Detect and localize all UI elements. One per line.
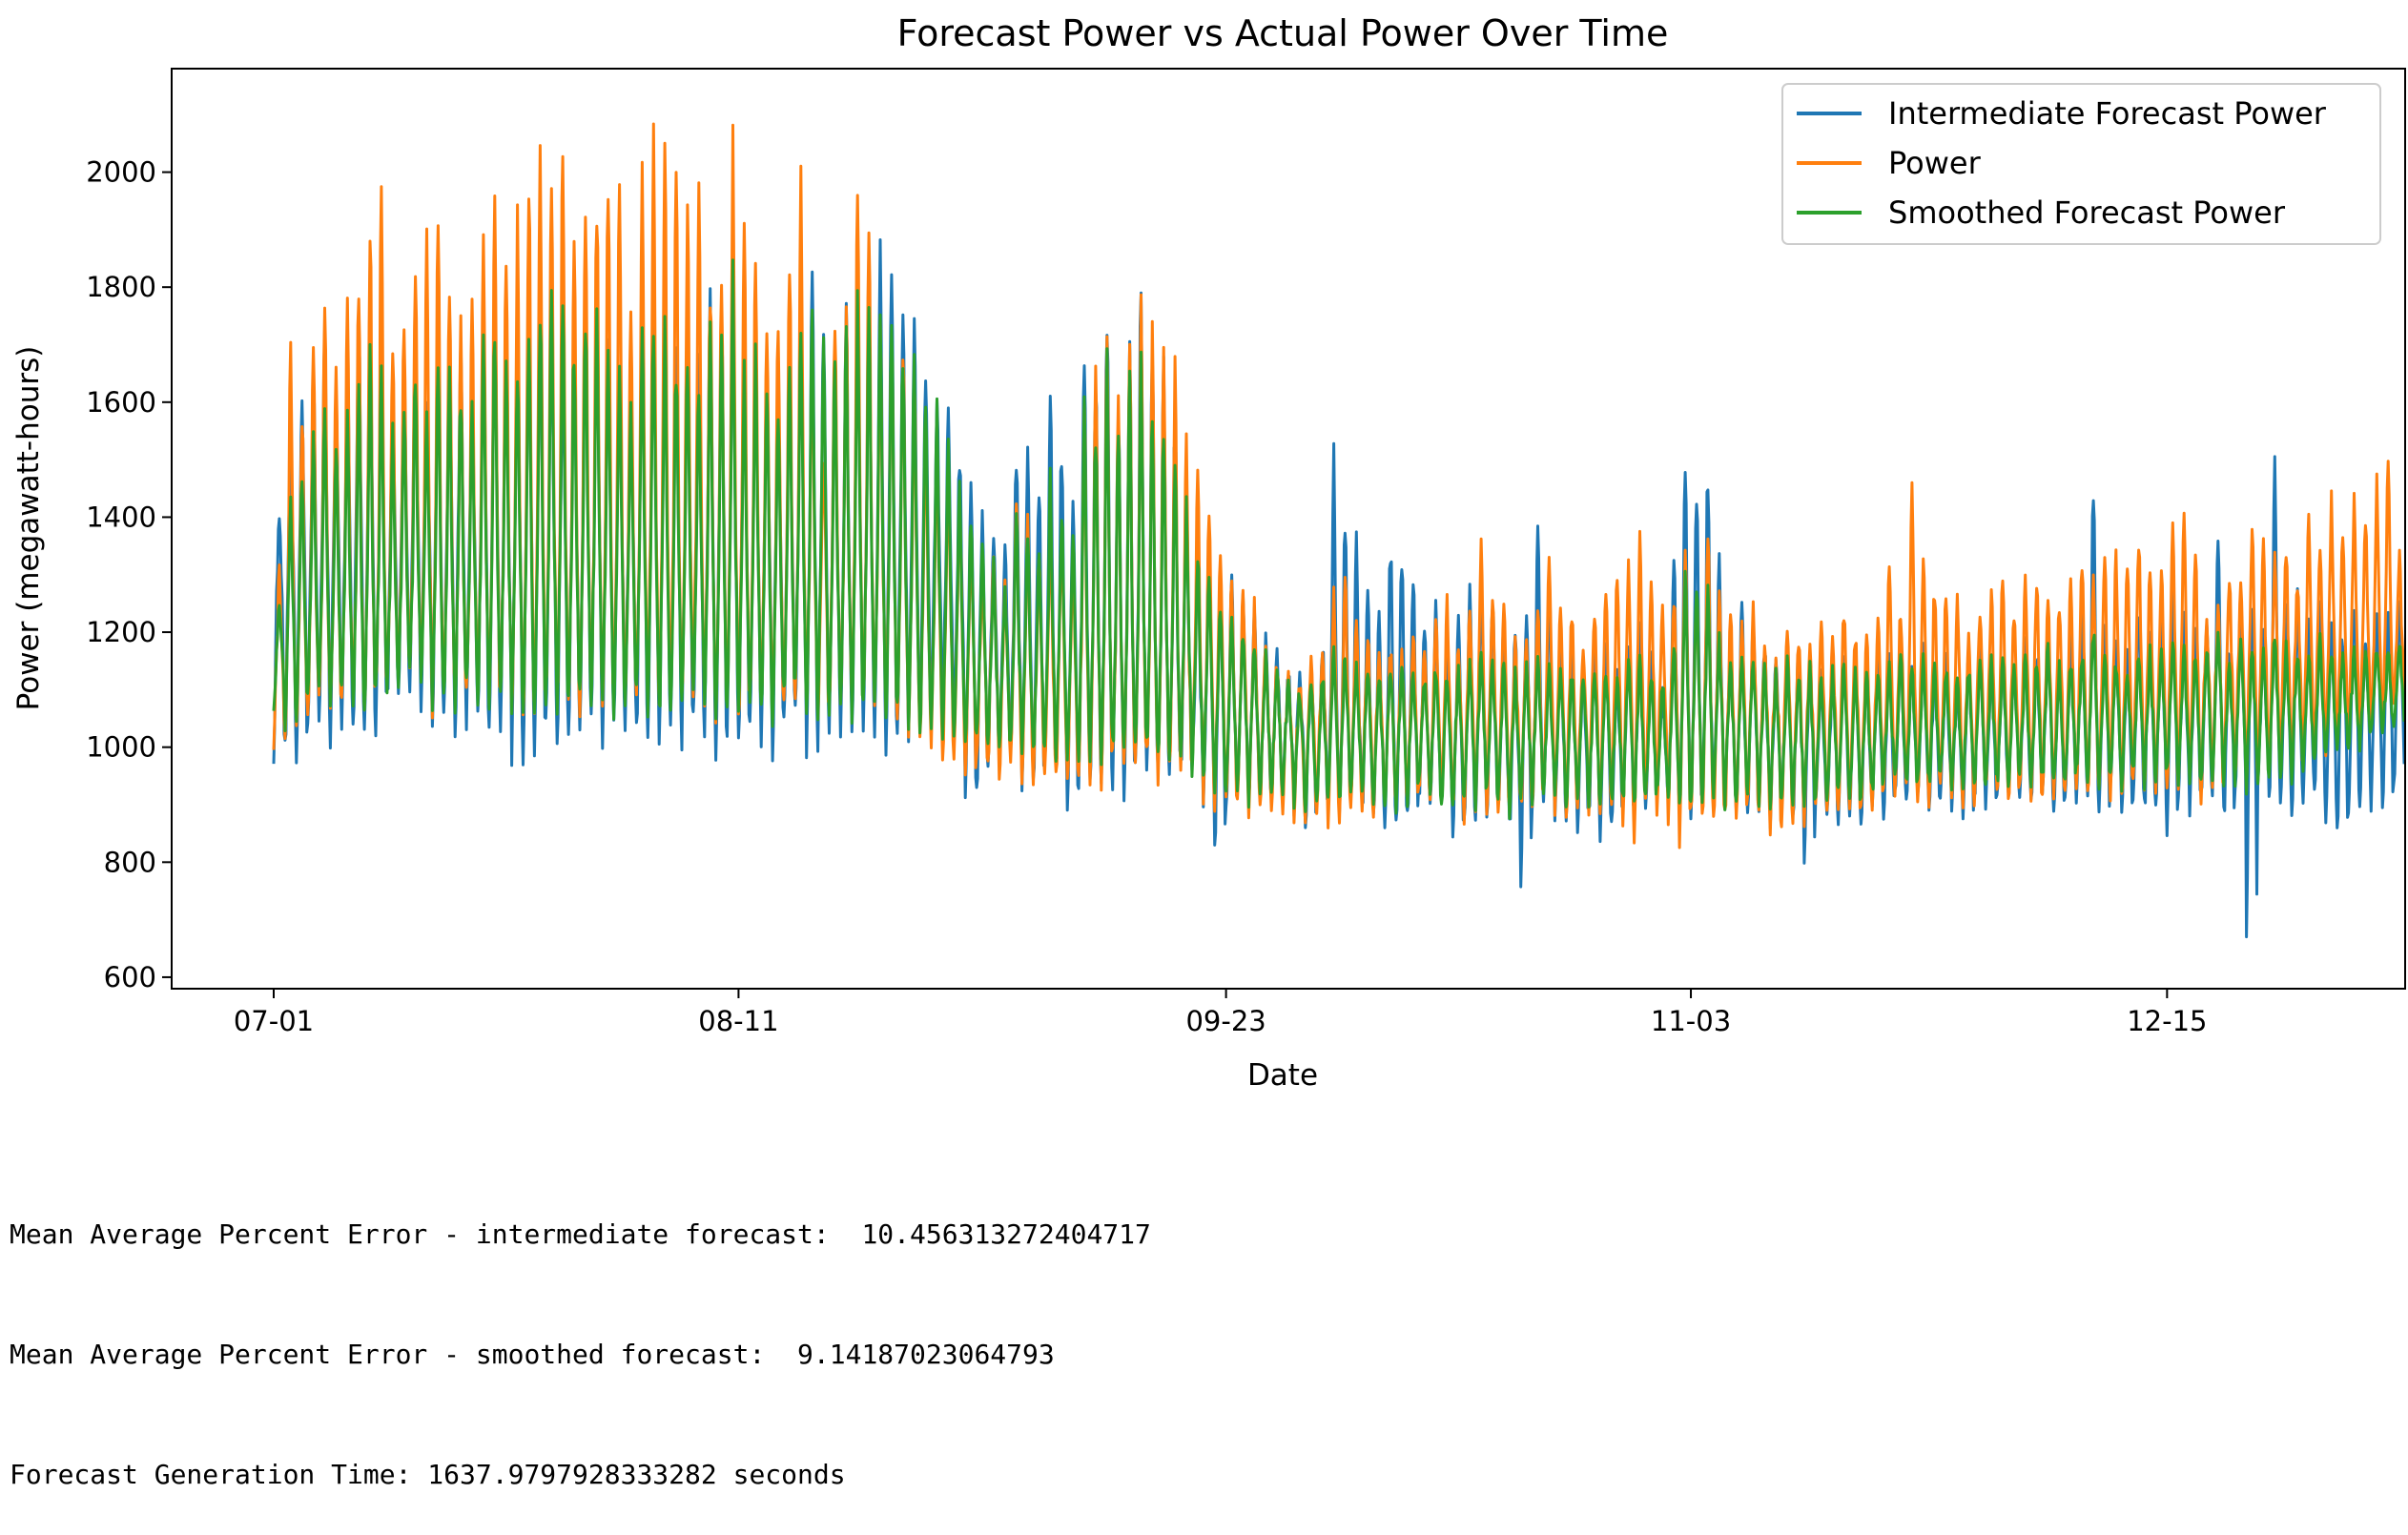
legend-entry: Power [1888, 145, 1982, 181]
x-tick-label: 08-11 [698, 1005, 778, 1037]
x-tick-label: 07-01 [234, 1005, 314, 1037]
x-axis-label: Date [1247, 1058, 1318, 1093]
x-tick-label: 09-23 [1185, 1005, 1266, 1037]
mape-intermediate-text: Mean Average Percent Error - intermediat… [10, 1218, 1151, 1250]
console-output: Mean Average Percent Error - intermediat… [10, 1135, 1151, 1535]
plot-frame [171, 68, 2406, 990]
legend: Intermediate Forecast Power Power Smoothed… [1781, 83, 2381, 245]
legend-entry: Smoothed Forecast Power [1888, 194, 2286, 231]
chart-title: Forecast Power vs Actual Power Over Time [897, 12, 1669, 54]
y-tick-label: 1400 [86, 501, 156, 533]
y-axis: 600 800 1000 1200 1400 1600 1800 2000 [86, 156, 172, 993]
y-axis-label: Power (megawatt-hours) [11, 346, 46, 711]
y-tick-label: 1800 [86, 271, 156, 303]
generation-time-text: Forecast Generation Time: 1637.979792833… [10, 1459, 846, 1490]
forecast-chart: Forecast Power vs Actual Power Over Time… [11, 12, 2406, 1093]
mape-smoothed-text: Mean Average Percent Error - smoothed fo… [10, 1339, 1055, 1370]
series-line [272, 258, 2405, 820]
y-tick-label: 1600 [86, 386, 156, 419]
x-tick-label: 11-03 [1651, 1005, 1731, 1037]
legend-box [1781, 83, 2381, 245]
x-axis: 07-01 08-11 09-23 11-03 12-15 [234, 989, 2207, 1037]
y-tick-label: 1200 [86, 616, 156, 648]
y-tick-label: 800 [104, 846, 156, 878]
series-layer [272, 122, 2405, 939]
x-tick-label: 12-15 [2127, 1005, 2207, 1037]
legend-entry: Intermediate Forecast Power [1888, 95, 2327, 132]
y-tick-label: 1000 [86, 731, 156, 764]
y-tick-label: 2000 [86, 156, 156, 189]
y-tick-label: 600 [104, 961, 156, 993]
